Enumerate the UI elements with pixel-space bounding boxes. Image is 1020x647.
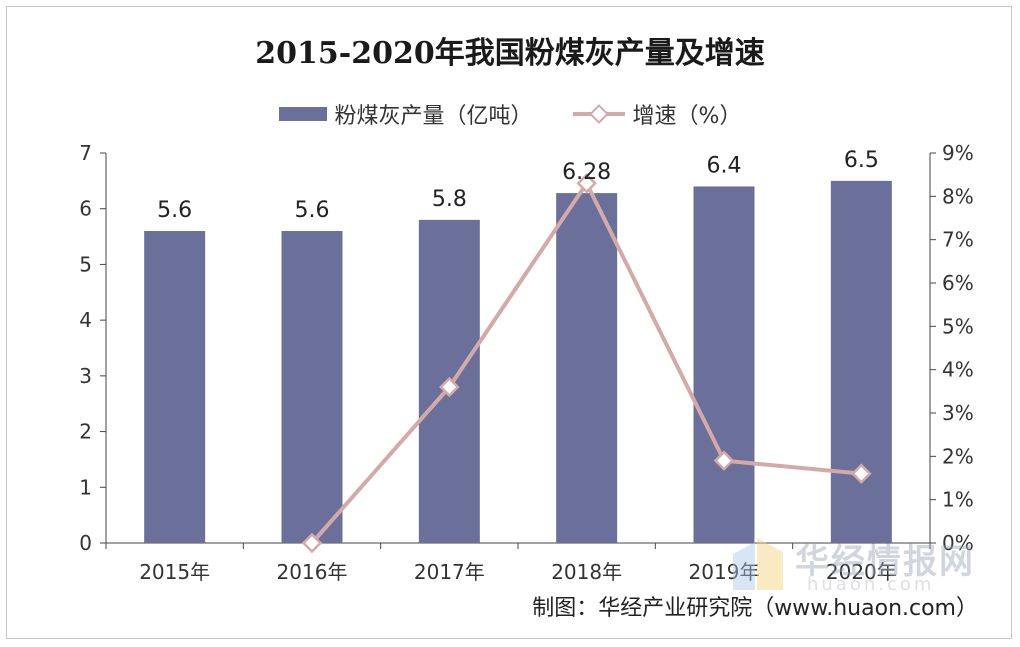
growth-point: [851, 463, 872, 484]
y-right-tick-label: 5%: [942, 314, 974, 338]
y-right-tick-label: 3%: [942, 401, 974, 425]
y-left-tick-label: 4: [79, 308, 92, 332]
chart-title: 2015-2020年我国粉煤灰产量及增速: [255, 36, 765, 71]
bar-value-label: 6.28: [562, 160, 611, 185]
x-tick-label: 2017年: [414, 560, 485, 584]
y-right-tick-label: 8%: [942, 184, 974, 208]
bar: [556, 193, 618, 543]
bar-value-label: 5.6: [295, 198, 330, 223]
legend-label-production: 粉煤灰产量（亿吨）: [334, 104, 533, 129]
y-right-tick-label: 0%: [942, 531, 974, 555]
bar: [281, 231, 343, 543]
x-tick-label: 2015年: [139, 560, 210, 584]
y-right-tick-label: 6%: [942, 271, 974, 295]
growth-point: [301, 532, 323, 554]
x-tick-label: 2018年: [551, 560, 622, 584]
y-right-tick-label: 9%: [942, 141, 974, 165]
y-left-tick-label: 7: [79, 141, 92, 165]
y-left-tick-label: 3: [79, 364, 92, 388]
source-note: 制图：华经产业研究院（www.huaon.com）: [532, 596, 978, 621]
y-left-tick-label: 1: [79, 475, 92, 499]
y-left-tick-label: 2: [79, 420, 92, 444]
y-left-tick-label: 6: [79, 197, 92, 221]
y-left-tick-label: 0: [79, 531, 92, 555]
watermark-text: 华经情报网: [795, 542, 975, 582]
legend-item-production: 粉煤灰产量（亿吨）: [278, 98, 533, 130]
bar-value-label: 5.6: [157, 198, 192, 223]
legend-label-growth: 增速（%）: [632, 104, 742, 129]
y-right-tick-label: 4%: [942, 358, 974, 382]
growth-point: [576, 173, 597, 194]
bar-value-label: 5.8: [432, 187, 467, 212]
bar: [830, 180, 892, 543]
watermark-logo-icon: [733, 538, 783, 590]
y-left-tick-label: 5: [79, 252, 92, 276]
x-tick-label: 2019年: [689, 560, 760, 584]
legend-bar-swatch: [278, 107, 327, 121]
bar: [693, 186, 755, 543]
watermark-url: huaon.com: [807, 574, 935, 595]
bar: [144, 231, 206, 543]
legend-line-swatch: [572, 104, 625, 124]
y-right-tick-label: 7%: [942, 228, 974, 252]
x-tick-label: 2016年: [277, 560, 348, 584]
x-tick-label: 2020年: [826, 560, 897, 584]
bar-value-label: 6.5: [844, 148, 879, 173]
growth-point: [439, 376, 460, 398]
growth-point: [713, 450, 735, 471]
bar-value-label: 6.4: [707, 153, 742, 178]
y-right-tick-label: 2%: [942, 444, 974, 468]
y-right-tick-label: 1%: [942, 488, 974, 512]
chart-legend: 粉煤灰产量（亿吨） 增速（%）: [0, 98, 1020, 130]
legend-item-growth: 增速（%）: [572, 98, 742, 130]
watermark: 华经情报网 huaon.com: [725, 532, 975, 602]
